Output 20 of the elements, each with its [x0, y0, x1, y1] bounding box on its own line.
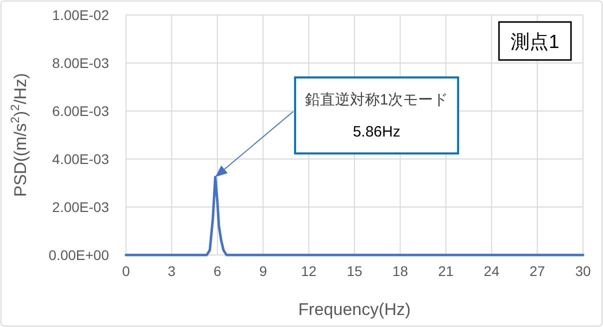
x-tick-label: 27 [530, 263, 546, 279]
x-tick-label: 24 [484, 263, 500, 279]
y-tick-label: 2.00E-03 [52, 199, 110, 215]
x-tick-label: 3 [168, 263, 176, 279]
annotation: 測点1 [510, 32, 560, 53]
annotation: 鉛直逆対称1次モード 5.86Hz [304, 91, 448, 140]
x-tick-label: 21 [438, 263, 454, 279]
x-tick-label: 9 [259, 263, 268, 279]
x-tick-label: 6 [214, 263, 222, 279]
y-tick-label: 4.00E-03 [52, 151, 110, 167]
x-tick-label: 30 [575, 263, 591, 279]
x-tick-label: 12 [301, 263, 317, 279]
x-tick-label: 15 [346, 263, 362, 279]
y-tick-label: 8.00E-03 [52, 55, 110, 71]
x-tick-label: 0 [122, 263, 130, 279]
x-tick-label: 18 [392, 263, 408, 279]
y-tick-label: 0.00E+00 [48, 247, 110, 263]
y-tick-label: 6.00E-03 [52, 103, 110, 119]
y-tick-label: 1.00E-02 [52, 7, 110, 23]
x-axis-title: Frequency(Hz) [298, 300, 411, 319]
